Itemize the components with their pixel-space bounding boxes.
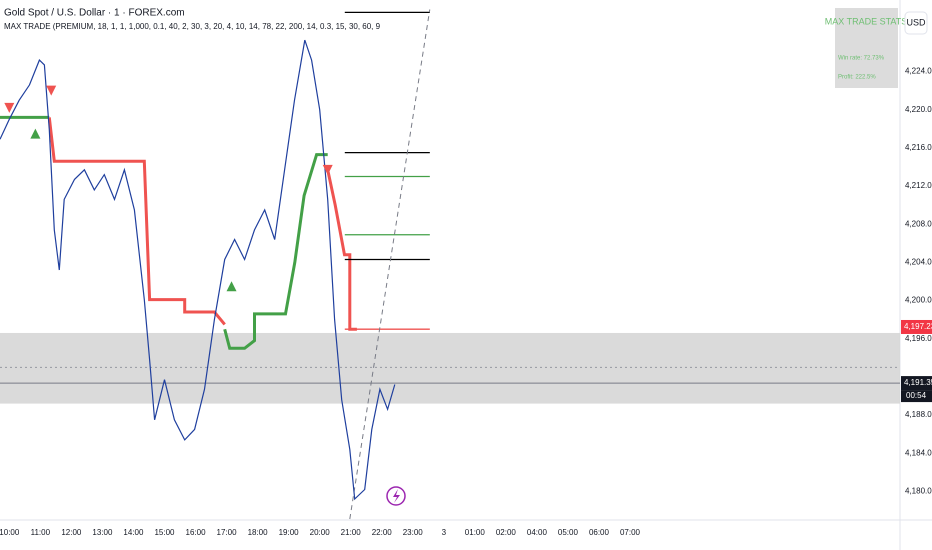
chart-title: Gold Spot / U.S. Dollar · 1 · FOREX.com <box>4 8 185 19</box>
y-tick-label: 4,200.00 <box>905 296 932 305</box>
x-tick-label: 01:00 <box>465 528 486 537</box>
currency-button[interactable] <box>904 11 928 35</box>
currency-label: USD <box>906 17 926 27</box>
x-tick-label: 23:00 <box>403 528 424 537</box>
signal-marker <box>226 281 237 292</box>
signal-marker <box>30 128 41 139</box>
target-projection <box>349 9 431 520</box>
y-tick-label: 4,188.00 <box>905 410 932 419</box>
x-tick-label: 15:00 <box>154 528 175 537</box>
signal-marker <box>46 85 57 96</box>
x-tick-label: 12:00 <box>61 528 82 537</box>
x-tick-label: 06:00 <box>589 528 610 537</box>
x-tick-label: 3 <box>442 528 447 537</box>
trailing-stop <box>47 117 226 326</box>
x-tick-label: 10:00 <box>0 528 20 537</box>
x-tick-label: 17:00 <box>217 528 238 537</box>
y-tick-label: 4,220.00 <box>905 105 932 114</box>
x-tick-label: 19:00 <box>279 528 300 537</box>
stats-box <box>835 8 898 88</box>
x-tick-label: 02:00 <box>496 528 517 537</box>
x-tick-label: 21:00 <box>341 528 362 537</box>
indicator-label: MAX TRADE (PREMIUM, 18, 1, 1, 1,000, 0.1… <box>4 22 381 31</box>
y-tick-label: 4,208.00 <box>905 219 932 228</box>
signal-marker <box>322 164 333 175</box>
y-tick-label: 4,184.00 <box>905 448 932 457</box>
signal-marker <box>4 102 15 113</box>
price-tag-label: 4,191.35 <box>904 378 932 387</box>
stats-line: Profit: 222.5% <box>838 75 876 81</box>
countdown-box <box>901 390 932 403</box>
x-tick-label: 13:00 <box>92 528 113 537</box>
trailing-stop <box>223 153 328 350</box>
price-tag-label: 4,197.23 <box>904 322 932 331</box>
price-tag <box>901 376 932 391</box>
y-tick-label: 4,224.00 <box>905 67 932 76</box>
y-tick-label: 4,180.00 <box>905 486 932 495</box>
y-tick-label: 4,204.00 <box>905 257 932 266</box>
y-tick-label: 4,216.00 <box>905 143 932 152</box>
x-tick-label: 11:00 <box>31 528 51 537</box>
x-tick-label: 04:00 <box>527 528 548 537</box>
y-tick-label: 4,196.00 <box>905 334 932 343</box>
stats-line: Win rate: 72.73% <box>838 56 885 62</box>
x-tick-label: 22:00 <box>372 528 393 537</box>
x-tick-label: 18:00 <box>248 528 269 537</box>
x-tick-label: 14:00 <box>123 528 144 537</box>
x-tick-label: 16:00 <box>186 528 207 537</box>
x-tick-label: 20:00 <box>310 528 331 537</box>
stats-title: MAX TRADE STATS <box>825 16 908 26</box>
countdown: 00:54 <box>906 391 927 400</box>
price-tag <box>901 319 932 334</box>
zone <box>0 332 900 404</box>
x-tick-label: 07:00 <box>620 528 641 537</box>
y-tick-label: 4,212.00 <box>905 181 932 190</box>
lightning-icon <box>393 489 400 503</box>
x-tick-label: 05:00 <box>558 528 579 537</box>
price-line <box>0 39 396 501</box>
